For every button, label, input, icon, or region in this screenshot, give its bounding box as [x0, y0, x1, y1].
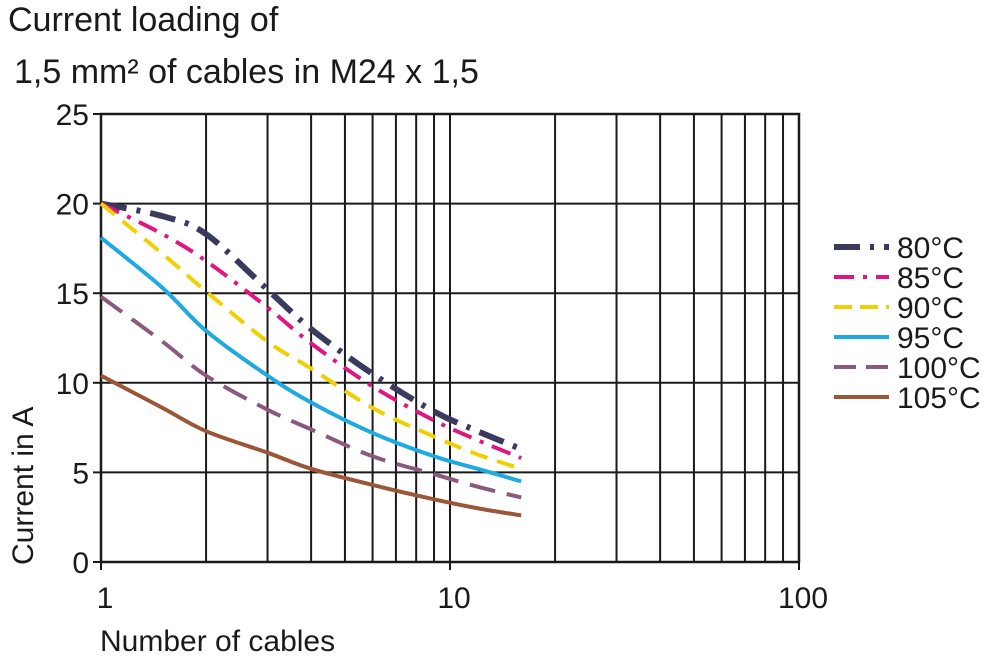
- legend-label: 95°C: [897, 322, 964, 355]
- y-tick-label: 5: [72, 457, 89, 490]
- y-tick-label: 10: [56, 368, 89, 401]
- legend-label: 105°C: [897, 382, 981, 415]
- x-tick-label: 100: [778, 582, 828, 615]
- series-layer: [99, 200, 523, 518]
- x-tick-label: 1: [97, 582, 114, 615]
- chart-title-line-1: Current loading of: [8, 1, 279, 39]
- x-tick-label: 10: [437, 582, 470, 615]
- x-axis-label: Number of cables: [100, 625, 335, 658]
- chart-title-line-2: 1,5 mm² of cables in M24 x 1,5: [14, 53, 479, 91]
- tick-labels: 0 5 10 15 20 25 1 10 100: [56, 99, 828, 615]
- legend-label: 85°C: [897, 262, 964, 295]
- legend-label: 90°C: [897, 292, 964, 325]
- legend-label: 100°C: [897, 352, 981, 385]
- series-line-90C: [99, 202, 522, 471]
- y-tick-label: 15: [56, 278, 89, 311]
- grid-minor-lines: [100, 114, 800, 562]
- y-axis-label: Current in A: [7, 407, 40, 565]
- y-tick-label: 0: [72, 547, 89, 580]
- axes: [93, 112, 801, 570]
- series-line-100C: [99, 295, 522, 500]
- series-line-85C: [100, 201, 522, 460]
- series-line-80C: [100, 200, 523, 452]
- y-tick-label: 25: [56, 99, 89, 132]
- series-line-105C: [100, 373, 522, 518]
- legend-label: 80°C: [897, 232, 964, 265]
- series-line-95C: [99, 236, 522, 484]
- y-tick-label: 20: [56, 189, 89, 222]
